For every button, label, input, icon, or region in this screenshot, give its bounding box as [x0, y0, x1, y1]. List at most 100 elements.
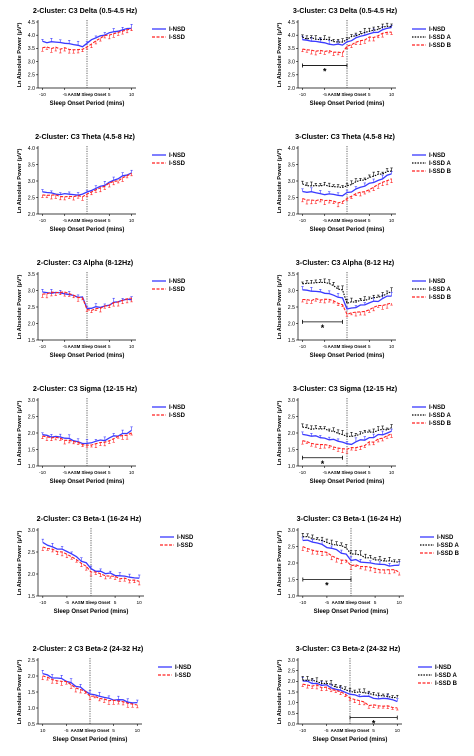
onset-label: AASM Sleep Onset: [68, 92, 107, 97]
series-line-nsd: [302, 289, 392, 310]
y-tick-label: 1.5: [288, 447, 295, 453]
x-tick-label: -5: [323, 470, 328, 476]
y-tick-label: 3.0: [288, 398, 295, 404]
x-tick-label: 5: [368, 92, 371, 98]
y-tick-label: 4.0: [28, 33, 35, 39]
x-axis-label: Sleep Onset Period (mins): [310, 479, 385, 485]
x-tick-label: -5: [64, 728, 69, 734]
y-tick-label: 2.0: [28, 572, 35, 578]
chart-title: 3-Cluster: C3 Beta-2 (24-32 Hz): [296, 644, 401, 653]
legend-label: I-SSD: [175, 673, 192, 679]
x-tick-label: 5: [372, 728, 375, 734]
y-tick-label: 2.5: [288, 305, 295, 311]
y-tick-label: 3.5: [28, 162, 35, 168]
y-tick-label: 1.0: [288, 700, 295, 706]
legend-label: I-SSD: [169, 161, 186, 167]
x-tick-label: 10: [40, 728, 46, 734]
y-axis-label: Ln Absolute Power (μV²): [16, 22, 23, 87]
series-line-ssd_b: [302, 178, 392, 204]
y-tick-label: 3.5: [288, 46, 295, 52]
x-tick-label: -10: [299, 728, 306, 734]
legend-label: I-SSD A: [435, 673, 457, 679]
onset-label: AASM Sleep Onset: [68, 218, 107, 223]
legend-label: I-SSD A: [429, 161, 451, 167]
legend-label: I-SSD: [169, 35, 186, 41]
legend-label: I-SSD B: [429, 295, 452, 301]
legend-label: I-NSD: [437, 535, 454, 541]
series-line-nsd: [302, 430, 392, 446]
legend-label: I-NSD: [169, 279, 186, 285]
x-tick-label: 5: [108, 218, 111, 224]
x-tick-label: 5: [114, 600, 117, 606]
y-tick-label: 2.5: [288, 544, 295, 550]
x-tick-label: 10: [395, 728, 401, 734]
legend-label: I-NSD: [175, 665, 192, 671]
y-tick-label: 2.0: [288, 212, 295, 218]
legend-label: I-SSD A: [429, 287, 451, 293]
significance-star: *: [372, 719, 376, 729]
x-axis-label: Sleep Onset Period (mins): [313, 737, 388, 743]
onset-label: AASM Sleep Onset: [331, 728, 370, 733]
y-tick-label: 3.0: [288, 179, 295, 185]
y-tick-label: 1.5: [288, 690, 295, 696]
x-tick-label: -10: [299, 600, 306, 606]
y-axis-label: Ln Absolute Power (μV²): [276, 22, 283, 87]
x-tick-label: 10: [389, 92, 395, 98]
y-tick-label: 3.0: [288, 528, 295, 534]
chart-title: 3-Cluster: C3 Alpha (8-12 Hz): [296, 258, 395, 267]
x-tick-label: -10: [39, 344, 46, 350]
significance-star: *: [323, 67, 327, 77]
y-tick-label: 3.0: [28, 59, 35, 65]
series-line-nsd: [302, 539, 400, 567]
legend-label: I-SSD B: [429, 169, 452, 175]
series-line-nsd: [302, 26, 392, 46]
significance-star: *: [321, 459, 325, 469]
panel-c2-delta: 2-Cluster: C3 Delta (0.5-4.5 Hz) 2.0 2.5 3.…: [16, 6, 186, 107]
onset-label: AASM Sleep Onset: [332, 600, 371, 605]
y-tick-label: 1.5: [28, 690, 35, 696]
x-tick-label: -5: [63, 92, 68, 98]
y-tick-label: 2.0: [28, 431, 35, 437]
x-axis-label: Sleep Onset Period (mins): [53, 737, 128, 743]
y-tick-label: 2.0: [288, 679, 295, 685]
chart-title: 3-Cluster: C3 Delta (0.5-4.5 Hz): [293, 6, 398, 15]
series-line-nsd: [42, 172, 132, 196]
series-line-ssd: [42, 432, 132, 446]
y-tick-label: 3.0: [288, 59, 295, 65]
y-axis-label: Ln Absolute Power (μV²): [16, 148, 23, 213]
x-tick-label: -10: [39, 600, 46, 606]
x-tick-label: 10: [129, 92, 135, 98]
series-line-ssd_b: [302, 298, 392, 315]
x-tick-label: 5: [112, 728, 115, 734]
chart-title: 2-Cluster: C3 Theta (4.5-8 Hz): [35, 132, 135, 141]
y-tick-label: 2.0: [288, 86, 295, 92]
x-tick-label: -5: [63, 218, 68, 224]
onset-label: AASM Sleep Onset: [328, 470, 367, 475]
x-tick-label: 10: [129, 470, 135, 476]
legend-label: I-SSD A: [437, 543, 459, 549]
legend-label: I-NSD: [435, 665, 452, 671]
x-tick-label: 10: [389, 218, 395, 224]
x-tick-label: -10: [299, 218, 306, 224]
x-tick-label: 5: [368, 218, 371, 224]
x-tick-label: 10: [129, 218, 135, 224]
series-line-ssd_a: [302, 25, 392, 43]
y-tick-label: 3.5: [288, 272, 295, 278]
y-tick-label: 1.0: [28, 464, 35, 470]
legend-label: I-SSD: [177, 543, 194, 549]
onset-label: AASM Sleep Onset: [328, 92, 367, 97]
series-line-nsd: [42, 672, 138, 704]
x-tick-label: -5: [323, 218, 328, 224]
x-tick-label: -5: [323, 92, 328, 98]
panel-c3-alpha: 3-Cluster: C3 Alpha (8-12 Hz) 1.5 2.0 2.5 3.…: [276, 258, 452, 359]
y-tick-label: 0.5: [28, 722, 35, 728]
y-tick-label: 3.5: [28, 272, 35, 278]
y-tick-label: 3.0: [28, 179, 35, 185]
x-axis-label: Sleep Onset Period (mins): [310, 101, 385, 107]
series-line-nsd: [42, 541, 140, 579]
onset-label: AASM Sleep Onset: [68, 344, 107, 349]
chart-title: 3-Cluster: C3 Beta-1 (16-24 Hz): [297, 514, 402, 523]
y-tick-label: 1.0: [288, 594, 295, 600]
panel-c3-delta: 3-Cluster: C3 Delta (0.5-4.5 Hz) 2.0 2.5 3.…: [276, 6, 452, 107]
panel-c3-beta2: 3-Cluster: C3 Beta-2 (24-32 Hz) 0.0 0.5 1.0…: [276, 644, 458, 743]
